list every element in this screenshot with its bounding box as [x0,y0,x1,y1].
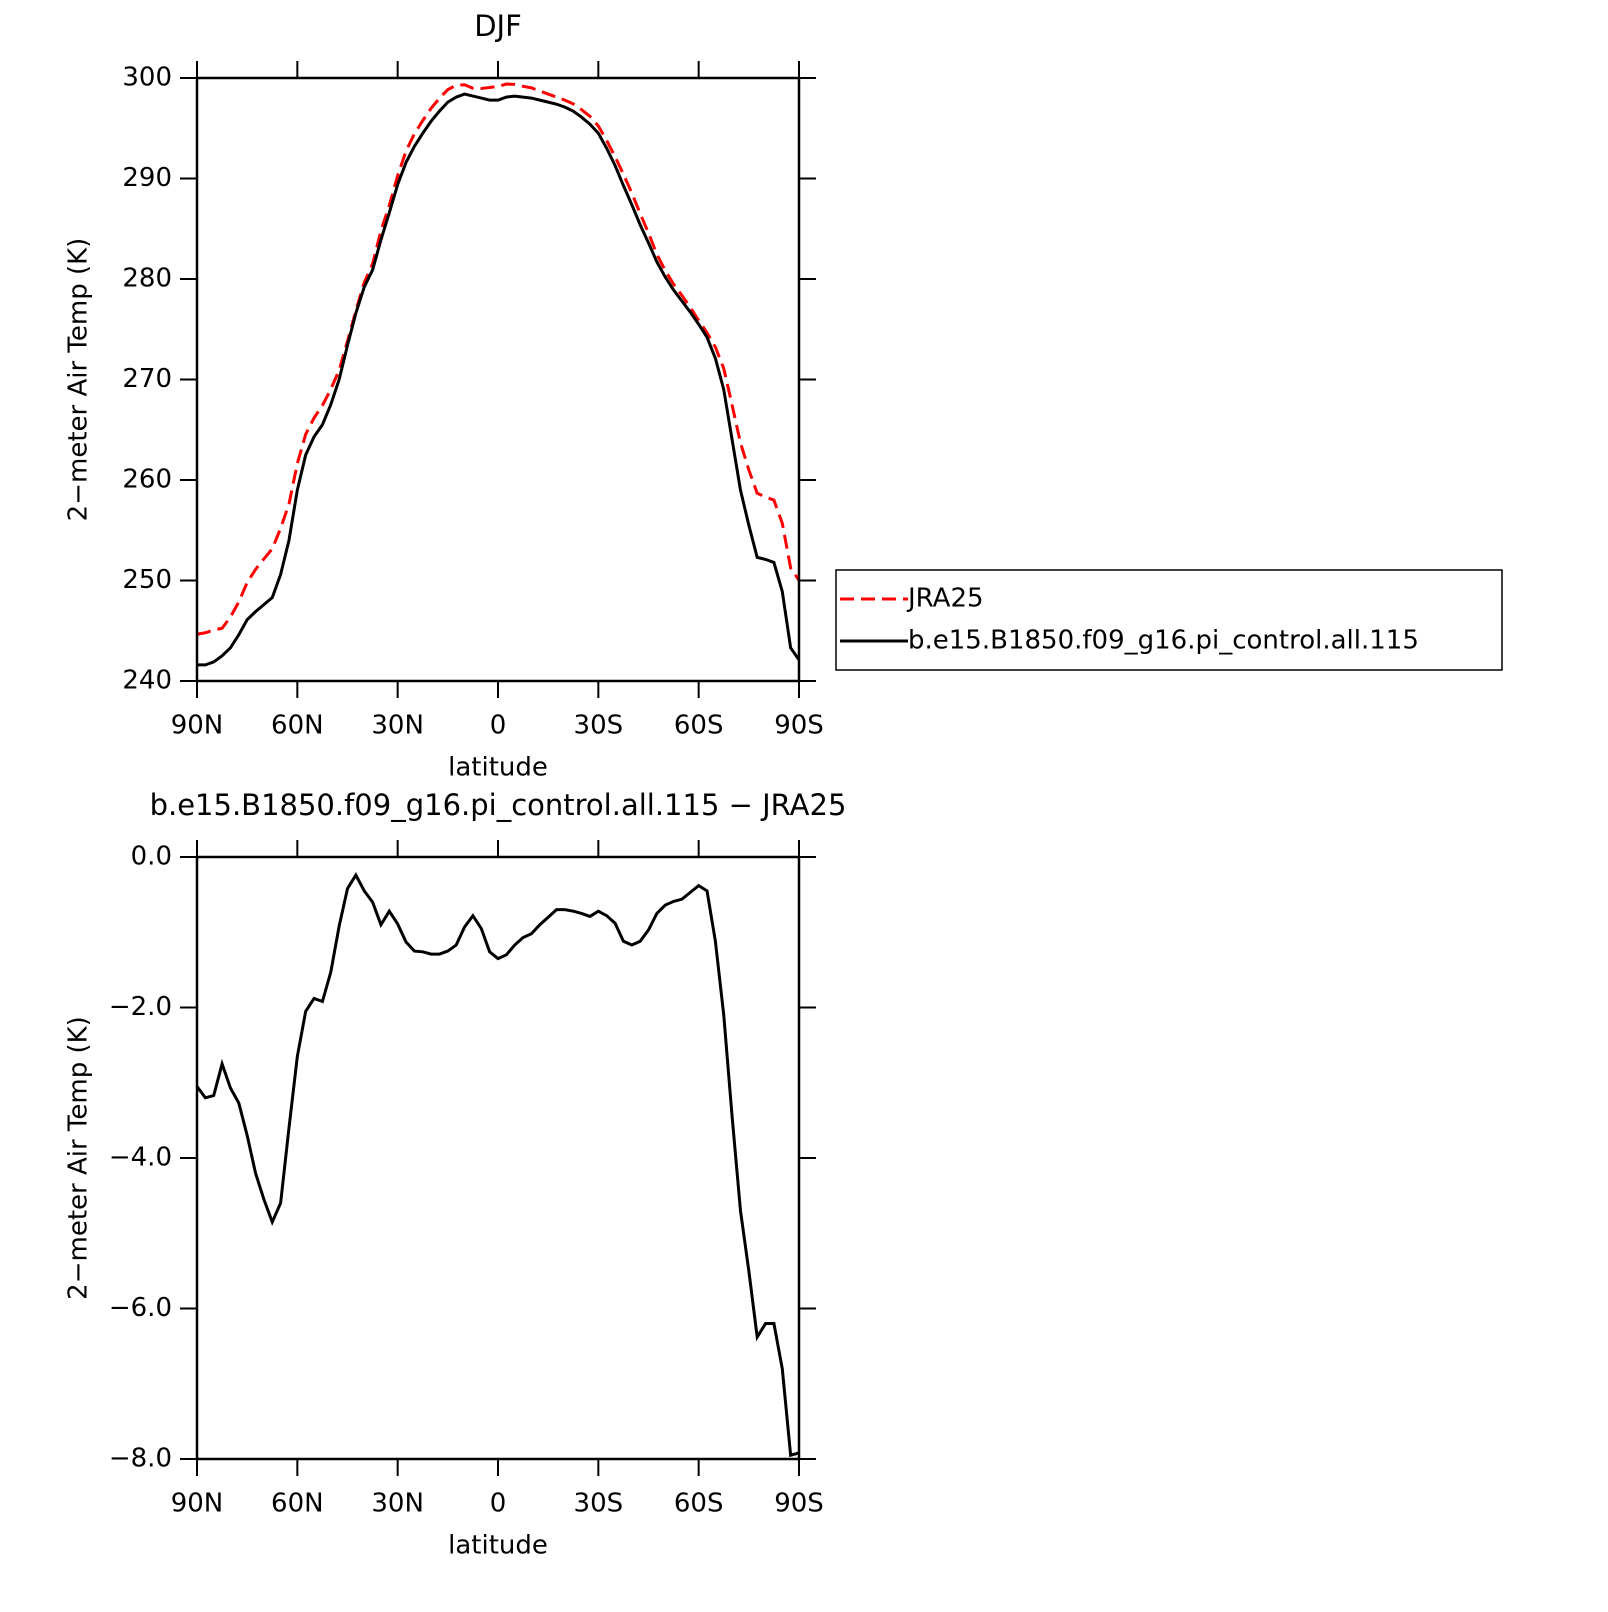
y-tick-label: 240 [122,666,172,696]
y-tick-label: −8.0 [109,1444,172,1474]
chart-title: DJF [474,9,522,43]
y-tick-label: 280 [122,264,172,294]
y-axis-label: 2−meter Air Temp (K) [64,238,94,522]
y-tick-label: 300 [122,63,172,93]
y-tick-label: 250 [122,565,172,595]
legend-label: JRA25 [906,584,984,614]
x-tick-label: 0 [490,711,507,741]
y-tick-label: −2.0 [109,992,172,1022]
data-line [195,872,800,1458]
x-tick-label: 30S [574,1489,624,1519]
x-tick-label: 90N [171,711,224,741]
x-tick-label: 0 [490,1489,507,1519]
y-tick-label: −4.0 [109,1143,172,1173]
x-tick-label: 90S [774,1489,824,1519]
chart-title: b.e15.B1850.f09_g16.pi_control.all.115 −… [150,788,847,822]
x-tick-label: 60S [674,1489,724,1519]
x-tick-label: 30N [371,711,424,741]
data-line [196,82,801,636]
legend-box [835,569,1503,671]
x-tick-label: 60N [271,711,324,741]
legend-label: b.e15.B1850.f09_g16.pi_control.all.115 [908,626,1419,656]
plot-frame [195,855,801,1461]
plot-frame [195,76,801,683]
y-axis-label: 2−meter Air Temp (K) [64,1016,94,1300]
y-tick-label: −6.0 [109,1293,172,1323]
y-tick-label: 290 [122,163,172,193]
x-tick-label: 60S [674,711,724,741]
x-tick-label: 60N [271,1489,324,1519]
x-axis-label: latitude [448,753,548,783]
y-tick-label: 270 [122,364,172,394]
y-tick-label: 0.0 [131,842,172,872]
x-axis-label: latitude [448,1531,548,1561]
data-line [197,92,801,667]
y-tick-label: 260 [122,465,172,495]
x-tick-label: 30S [574,711,624,741]
x-tick-label: 90S [774,711,824,741]
x-tick-label: 30N [371,1489,424,1519]
x-tick-label: 90N [171,1489,224,1519]
